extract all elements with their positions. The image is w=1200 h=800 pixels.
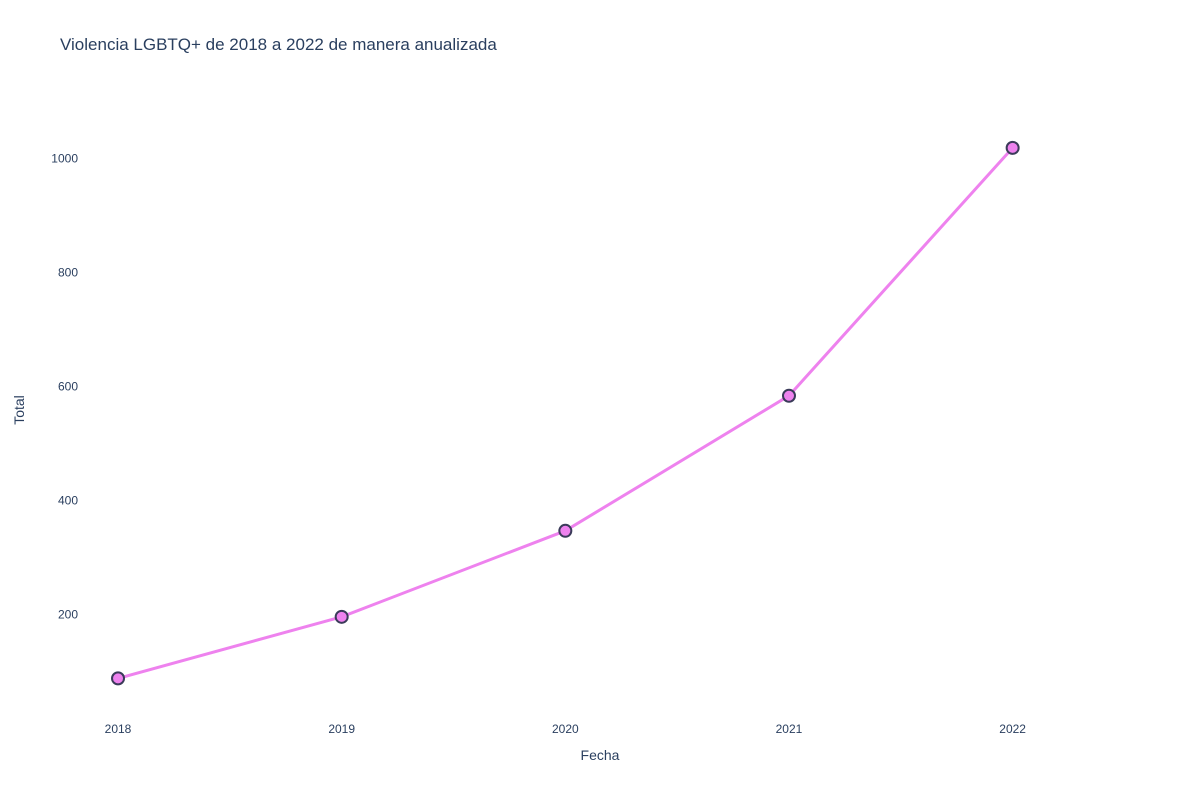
- x-tick-label: 2019: [328, 722, 355, 736]
- data-point-marker[interactable]: [781, 388, 796, 403]
- series-line: [117, 146, 1014, 680]
- data-point-marker[interactable]: [334, 609, 349, 624]
- y-tick-label: 400: [58, 494, 78, 508]
- y-axis-ticks: 200 400 600 800 1000: [51, 152, 78, 622]
- y-tick-label: 1000: [51, 152, 78, 166]
- data-point-marker[interactable]: [111, 671, 126, 686]
- data-point-marker[interactable]: [558, 523, 573, 538]
- y-tick-label: 200: [58, 608, 78, 622]
- x-tick-label: 2022: [999, 722, 1026, 736]
- y-axis-title: Total: [11, 395, 27, 425]
- y-tick-label: 600: [58, 380, 78, 394]
- x-axis-ticks: 2018 2019 2020 2021 2022: [105, 722, 1027, 736]
- y-tick-label: 800: [58, 266, 78, 280]
- chart-title: Violencia LGBTQ+ de 2018 a 2022 de maner…: [60, 35, 497, 54]
- data-point-marker[interactable]: [1005, 140, 1020, 155]
- series-layer: [111, 140, 1020, 686]
- x-tick-label: 2021: [776, 722, 803, 736]
- x-axis-title: Fecha: [581, 747, 620, 763]
- x-tick-label: 2018: [105, 722, 132, 736]
- x-tick-label: 2020: [552, 722, 579, 736]
